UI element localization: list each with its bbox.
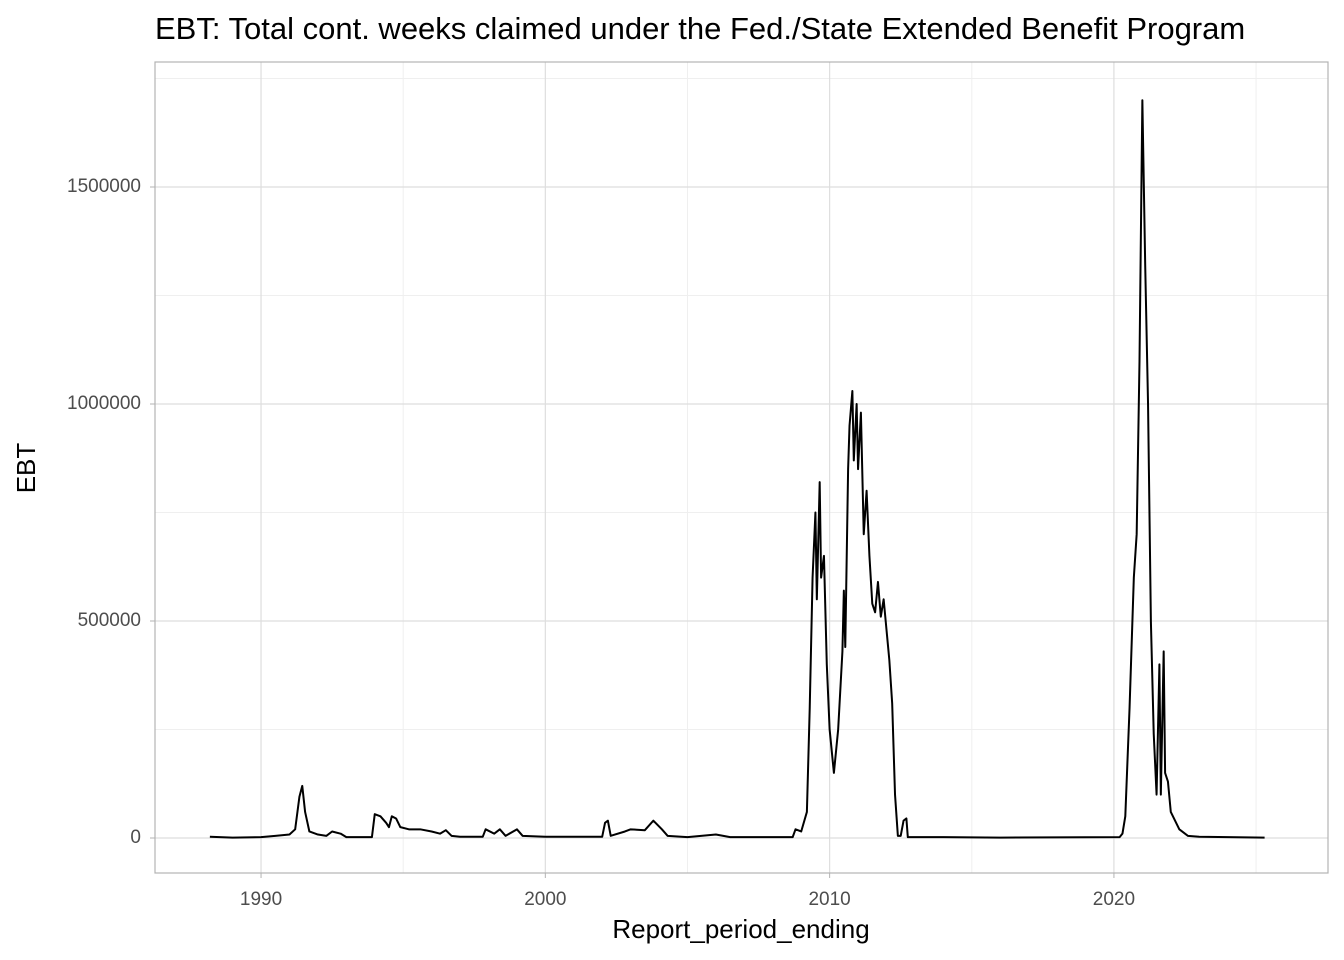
x-tick-label: 2000 — [524, 889, 566, 910]
x-tick-label: 2020 — [1093, 889, 1135, 910]
y-axis-title: EBT — [11, 443, 41, 494]
x-tick-label: 2010 — [808, 889, 850, 910]
y-tick-label: 1500000 — [67, 176, 141, 197]
x-tick-label: 1990 — [240, 889, 282, 910]
x-axis-title: Report_period_ending — [612, 914, 869, 944]
panel-border — [154, 61, 1329, 874]
y-tick-label: 1000000 — [67, 393, 141, 414]
y-tick-label: 500000 — [78, 610, 141, 631]
data-line — [209, 99, 1265, 839]
chart-title: EBT: Total cont. weeks claimed under the… — [155, 11, 1245, 46]
y-tick-label: 0 — [130, 827, 141, 848]
